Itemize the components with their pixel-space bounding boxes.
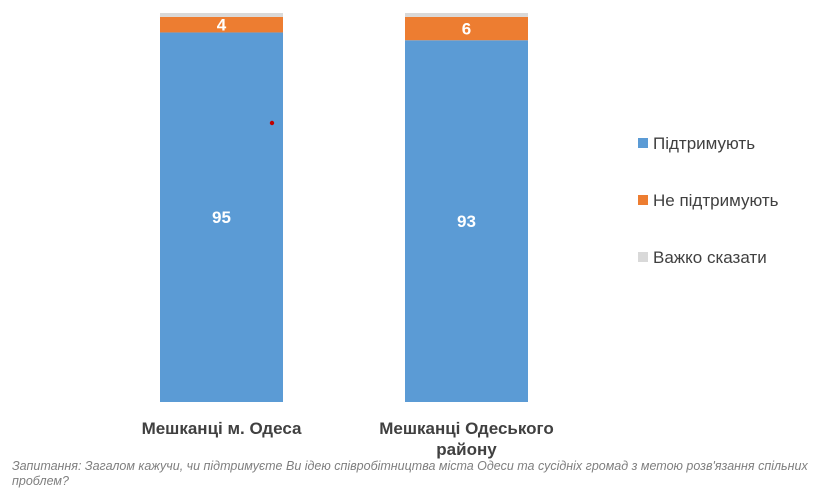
category-label: району [436, 440, 497, 459]
legend-label: Підтримують [653, 134, 755, 153]
bar-segment [405, 13, 528, 17]
legend-swatch [638, 138, 648, 148]
bar-segment [160, 16, 283, 33]
bars-layer [160, 13, 528, 402]
legend-label: Важко сказати [653, 248, 767, 267]
bar-segment [405, 16, 528, 41]
survey-question: Запитання: Загалом кажучи, чи підтримуєт… [12, 459, 808, 488]
bar-segment [160, 13, 283, 17]
legend-item: Не підтримують [638, 191, 779, 210]
legend-item: Важко сказати [638, 248, 767, 267]
legend-label: Не підтримують [653, 191, 779, 210]
legend-swatch [638, 195, 648, 205]
legend: Підтримують Не підтримують Важко сказати [638, 134, 779, 267]
data-label: 4 [217, 16, 227, 35]
legend-swatch [638, 252, 648, 262]
data-labels-layer: 95 4 93 6 [212, 16, 476, 231]
category-axis-labels: Мешканці м. Одеса Мешканці Одеського район… [142, 419, 554, 459]
bar-segment [405, 40, 528, 402]
legend-item: Підтримують [638, 134, 755, 153]
data-label: 6 [462, 20, 471, 39]
category-label: Мешканці Одеського [379, 419, 554, 438]
bar-segment [160, 32, 283, 402]
data-label: 93 [457, 212, 476, 231]
data-label: 95 [212, 208, 231, 227]
category-label: Мешканці м. Одеса [142, 419, 302, 438]
marker-dot [269, 120, 275, 126]
